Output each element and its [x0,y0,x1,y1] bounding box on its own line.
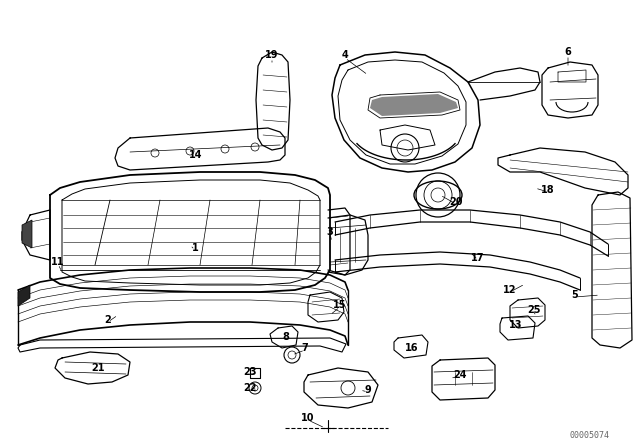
Text: 18: 18 [541,185,555,195]
Polygon shape [22,220,32,248]
Text: 15: 15 [333,300,347,310]
Text: 6: 6 [564,47,572,57]
Text: 1: 1 [191,243,198,253]
Text: 3: 3 [326,227,333,237]
Text: 19: 19 [265,50,279,60]
Text: 5: 5 [572,290,579,300]
Polygon shape [370,94,458,116]
Text: 14: 14 [189,150,203,160]
Polygon shape [18,285,30,306]
Text: 00005074: 00005074 [570,431,610,439]
Text: 4: 4 [342,50,348,60]
Text: 2: 2 [104,315,111,325]
Text: 24: 24 [453,370,467,380]
Text: 17: 17 [471,253,484,263]
Text: 22: 22 [243,383,257,393]
Text: 11: 11 [51,257,65,267]
Text: 10: 10 [301,413,315,423]
Text: 21: 21 [92,363,105,373]
Text: 8: 8 [283,332,289,342]
Text: 9: 9 [365,385,371,395]
Text: 25: 25 [527,305,541,315]
Text: 23: 23 [243,367,257,377]
Text: 16: 16 [405,343,419,353]
Text: 7: 7 [301,343,308,353]
Text: 12: 12 [503,285,516,295]
Text: 20: 20 [449,197,463,207]
Text: 13: 13 [509,320,523,330]
